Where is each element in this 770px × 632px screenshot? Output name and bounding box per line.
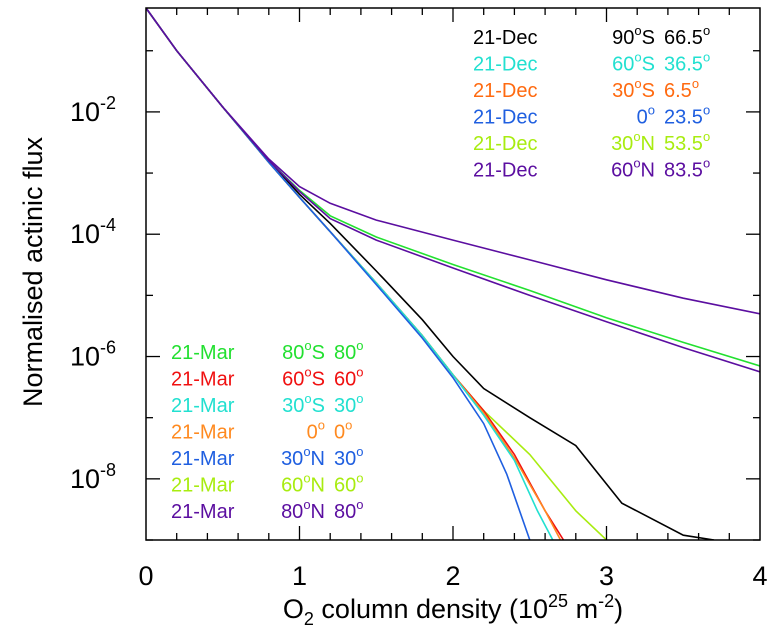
legend-entry-2-3: 21-Mar 30oS 30o [171, 391, 363, 417]
x-tick-label-2: 2 [445, 561, 460, 591]
x-label-sub: 2 [304, 609, 314, 629]
svg-text:6.5o: 6.5o [664, 76, 699, 102]
svg-text:60o: 60o [334, 365, 363, 391]
svg-text:21-Dec: 21-Dec [473, 27, 537, 49]
svg-text:60oS: 60oS [282, 365, 325, 391]
y-tick-label-3: 10-2 [70, 93, 116, 127]
x-tick-label-3: 3 [599, 561, 614, 591]
svg-text:23.5o: 23.5o [664, 103, 710, 129]
svg-text:21-Mar: 21-Mar [171, 369, 235, 391]
x-label-end: ) [614, 594, 623, 624]
svg-text:21-Dec: 21-Dec [473, 54, 537, 76]
legend-entry-1-2: 21-Dec 60oS 36.5o [473, 50, 710, 76]
x-label-exp2: -2 [598, 591, 614, 611]
svg-text:36.5o: 36.5o [664, 50, 710, 76]
y-tick-label-0: 10-8 [70, 460, 116, 494]
x-label-mid: column density (10 [314, 594, 548, 624]
x-axis-label: O2 column density (1025 m-2) [283, 591, 623, 629]
svg-text:30oN: 30oN [611, 129, 655, 155]
legend-entry-1-3: 21-Dec 30oS 6.5o [473, 76, 699, 102]
svg-text:21-Mar: 21-Mar [171, 342, 235, 364]
svg-text:21-Dec: 21-Dec [473, 80, 537, 102]
series-line-9 [146, 8, 760, 315]
svg-text:60o: 60o [334, 471, 363, 497]
legend-entry-1-1: 21-Dec 90oS 66.5o [473, 23, 710, 49]
x-tick-label-1: 1 [292, 561, 307, 591]
legend-entry-2-7: 21-Mar 80oN 80o [171, 497, 363, 523]
y-tick-label-1: 10-6 [70, 338, 116, 372]
svg-text:80o: 80o [334, 497, 363, 523]
svg-text:21-Mar: 21-Mar [171, 395, 235, 417]
y-tick-label-2: 10-4 [70, 215, 116, 249]
svg-text:80oS: 80oS [282, 338, 325, 364]
svg-text:60oN: 60oN [611, 156, 655, 182]
svg-text:53.5o: 53.5o [664, 129, 710, 155]
svg-text:60oS: 60oS [612, 50, 655, 76]
legend-entry-2-5: 21-Mar 30oN 30o [171, 444, 363, 470]
x-label-base: O [283, 594, 304, 624]
svg-text:0o: 0o [637, 103, 655, 129]
svg-text:0o: 0o [307, 418, 325, 444]
svg-text:21-Mar: 21-Mar [171, 475, 235, 497]
svg-text:83.5o: 83.5o [664, 156, 710, 182]
svg-text:90oS: 90oS [612, 23, 655, 49]
svg-text:66.5o: 66.5o [664, 23, 710, 49]
svg-text:30o: 30o [334, 391, 363, 417]
x-tick-label-4: 4 [752, 561, 767, 591]
y-axis-label: Normalised actinic flux [18, 136, 48, 407]
x-tick-label-0: 0 [138, 561, 153, 591]
x-tick-labels: 0 1 2 3 4 [138, 561, 767, 591]
svg-text:21-Dec: 21-Dec [473, 107, 537, 129]
legend-entry-2-2: 21-Mar 60oS 60o [171, 365, 363, 391]
legend-entry-1-4: 21-Dec 0o 23.5o [473, 103, 710, 129]
svg-text:21-Dec: 21-Dec [473, 160, 537, 182]
svg-text:21-Mar: 21-Mar [171, 422, 235, 444]
series-layer [146, 8, 760, 540]
svg-text:30oS: 30oS [612, 76, 655, 102]
svg-text:0o: 0o [334, 418, 352, 444]
svg-text:21-Mar: 21-Mar [171, 501, 235, 523]
ticks-layer [146, 8, 760, 541]
svg-text:30o: 30o [334, 444, 363, 470]
legend-entry-2-1: 21-Mar 80oS 80o [171, 338, 363, 364]
legend-entry-1-5: 21-Dec 30oN 53.5o [473, 129, 710, 155]
svg-text:21-Dec: 21-Dec [473, 133, 537, 155]
x-label-exp1: 25 [548, 591, 568, 611]
legend-entry-1-6: 21-Dec 60oN 83.5o [473, 156, 710, 182]
legend-layer: 21-Dec 90oS 66.5o 21-Dec 60oS 36.5o 21-Dec 30oS… [171, 23, 710, 523]
svg-text:60oN: 60oN [281, 471, 325, 497]
svg-text:30oS: 30oS [282, 391, 325, 417]
x-label-unit: m [568, 594, 598, 624]
legend-entry-2-4: 21-Mar 0o 0o [171, 418, 352, 444]
y-tick-labels: 10-8 10-6 10-4 10-2 [70, 93, 116, 494]
legend-entry-2-6: 21-Mar 60oN 60o [171, 471, 363, 497]
svg-text:21-Mar: 21-Mar [171, 448, 235, 470]
svg-text:80oN: 80oN [281, 497, 325, 523]
svg-text:80o: 80o [334, 338, 363, 364]
svg-text:30oN: 30oN [281, 444, 325, 470]
